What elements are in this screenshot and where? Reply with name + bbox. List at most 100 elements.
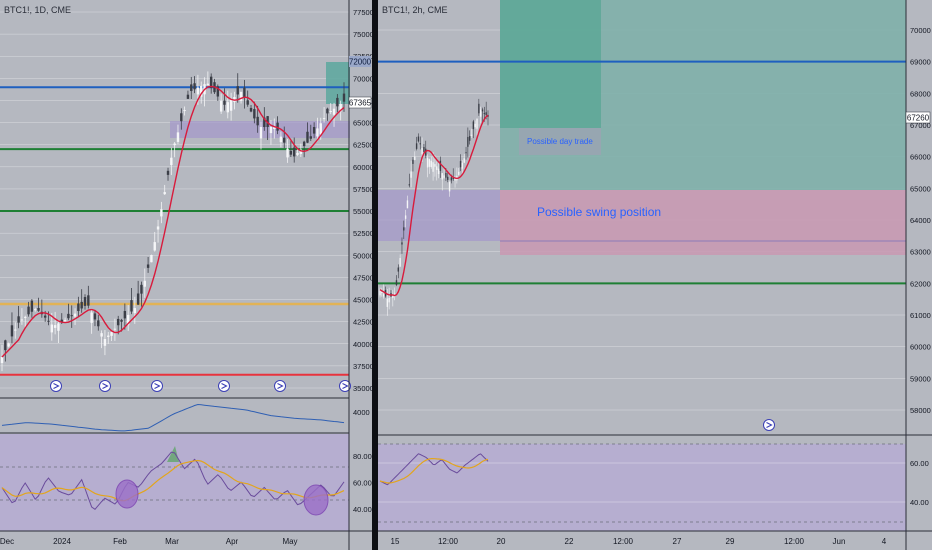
left-event-marker[interactable] (218, 380, 230, 392)
right-rsi-pane (378, 444, 906, 531)
right-candle-body (436, 166, 438, 170)
left-candle-body (312, 127, 316, 134)
right-candle-body (403, 227, 405, 231)
right-candle-body (428, 159, 431, 167)
left-candle-body (276, 122, 279, 131)
left-candle-body (266, 116, 269, 128)
right-candle-body (470, 134, 473, 136)
left-price-tick: 77500 (353, 8, 372, 17)
left-candle-body (236, 86, 239, 95)
left-time-tick: May (282, 537, 297, 546)
left-candle-body (173, 143, 176, 146)
left-candle-body (263, 117, 266, 128)
left-rsi-tick: 80.00 (353, 452, 372, 461)
right-candle-body (447, 176, 449, 180)
right-candle-body (452, 178, 454, 180)
left-event-marker-circle (218, 380, 230, 392)
right-candle-body (458, 171, 460, 175)
left-candle-body (34, 309, 37, 311)
left-event-marker[interactable] (99, 380, 111, 392)
right-price-tick: 69000 (910, 58, 931, 67)
left-candle-body (97, 320, 100, 327)
right-price-tick: 66000 (910, 153, 931, 162)
right-candle-body (450, 177, 453, 181)
right-candle-body (430, 160, 432, 168)
right-price-tick: 63000 (910, 248, 931, 257)
right-candle-body (485, 112, 487, 115)
left-candle-body (190, 84, 193, 92)
left-event-marker[interactable] (50, 380, 62, 392)
left-rsi-highlight-circle-2 (303, 484, 329, 516)
right-candle-body (478, 103, 480, 114)
left-candle-body (319, 123, 322, 135)
left-candle-body (67, 313, 70, 319)
right-price-tick: 59000 (910, 374, 931, 383)
right-candle-body (474, 123, 476, 128)
left-time-axis[interactable]: Dec 2024 Feb Mar Apr May (0, 537, 298, 546)
chart-layout-divider[interactable] (372, 0, 378, 550)
left-candle-body (0, 357, 4, 364)
left-candle-body (24, 316, 27, 318)
left-candle-body (279, 136, 283, 143)
right-rsi-ma-line (379, 458, 489, 484)
left-take-profit-zone (326, 62, 350, 104)
left-rsi-overbought-fill (167, 446, 179, 462)
right-candle-body (441, 173, 443, 180)
left-candle-body (336, 97, 339, 107)
left-candle-body (53, 325, 57, 328)
left-candle-body (156, 226, 160, 230)
left-candle-body (186, 94, 190, 99)
left-rsi-line (1, 451, 345, 510)
left-price-axis[interactable]: 7750075000725007000067500650006250060000… (353, 8, 372, 514)
right-time-axis[interactable]: 15 12:00 20 22 12:00 27 29 12:00 Jun 4 (391, 537, 887, 546)
left-candle-body (292, 147, 296, 157)
right-event-marker[interactable] (763, 419, 775, 431)
left-candle-body (77, 303, 80, 312)
left-candle-body (150, 254, 153, 263)
left-event-markers[interactable] (50, 380, 351, 392)
right-event-marker-arrow-icon (766, 422, 773, 428)
left-candle-body (20, 319, 24, 321)
left-candle-body (253, 109, 256, 119)
right-candle-body (479, 109, 482, 117)
right-price-badge-last (905, 111, 931, 124)
right-swing-zone-history (378, 190, 500, 241)
right-price-tick: 70000 (910, 26, 931, 35)
left-candle-body (269, 127, 273, 134)
left-rsi-tick: 60.00 (353, 479, 372, 488)
left-candles (0, 71, 346, 372)
left-event-marker[interactable] (151, 380, 163, 392)
right-swing-label: Possible swing position (537, 205, 661, 219)
right-time-tick: 22 (565, 537, 574, 546)
left-chart-svg: 7750075000725007000067500650006250060000… (0, 0, 372, 550)
left-chart-panel[interactable]: BTC1!, 1D, CME 7750075000725007000067500… (0, 0, 372, 550)
right-candle-body (461, 162, 464, 169)
right-candle-body (454, 177, 456, 181)
right-event-marker-circle (763, 419, 775, 431)
left-price-tick: 40000 (353, 340, 372, 349)
left-candle-body (206, 83, 210, 86)
left-event-marker-arrow-icon (53, 383, 60, 389)
left-candle-body (193, 83, 196, 90)
right-candle-body (483, 113, 486, 115)
left-event-marker[interactable] (274, 380, 286, 392)
right-time-tick: 12:00 (784, 537, 805, 546)
left-candle-body (309, 136, 312, 139)
left-candle-body (4, 340, 7, 351)
right-candle-body (382, 294, 385, 297)
left-candle-body (289, 150, 293, 155)
right-candle-body (443, 175, 445, 178)
right-price-axis[interactable]: 70000 69000 68000 67000 66000 65000 64000 63000… (910, 26, 931, 507)
left-candle-body (166, 170, 170, 175)
right-candle-body (410, 171, 412, 178)
right-time-tick: 20 (497, 537, 506, 546)
left-candle-body (239, 91, 243, 101)
right-candle-body (417, 136, 420, 142)
right-day-trade-target-zone (500, 0, 601, 128)
left-candle-body (200, 85, 203, 97)
right-price-tick: 60000 (910, 343, 931, 352)
left-candle-body (60, 319, 63, 322)
right-price-tick: 64000 (910, 216, 931, 225)
right-chart-panel[interactable]: BTC1!, 2h, CME Possible day trade Possib… (378, 0, 932, 550)
left-event-marker[interactable] (339, 380, 351, 392)
